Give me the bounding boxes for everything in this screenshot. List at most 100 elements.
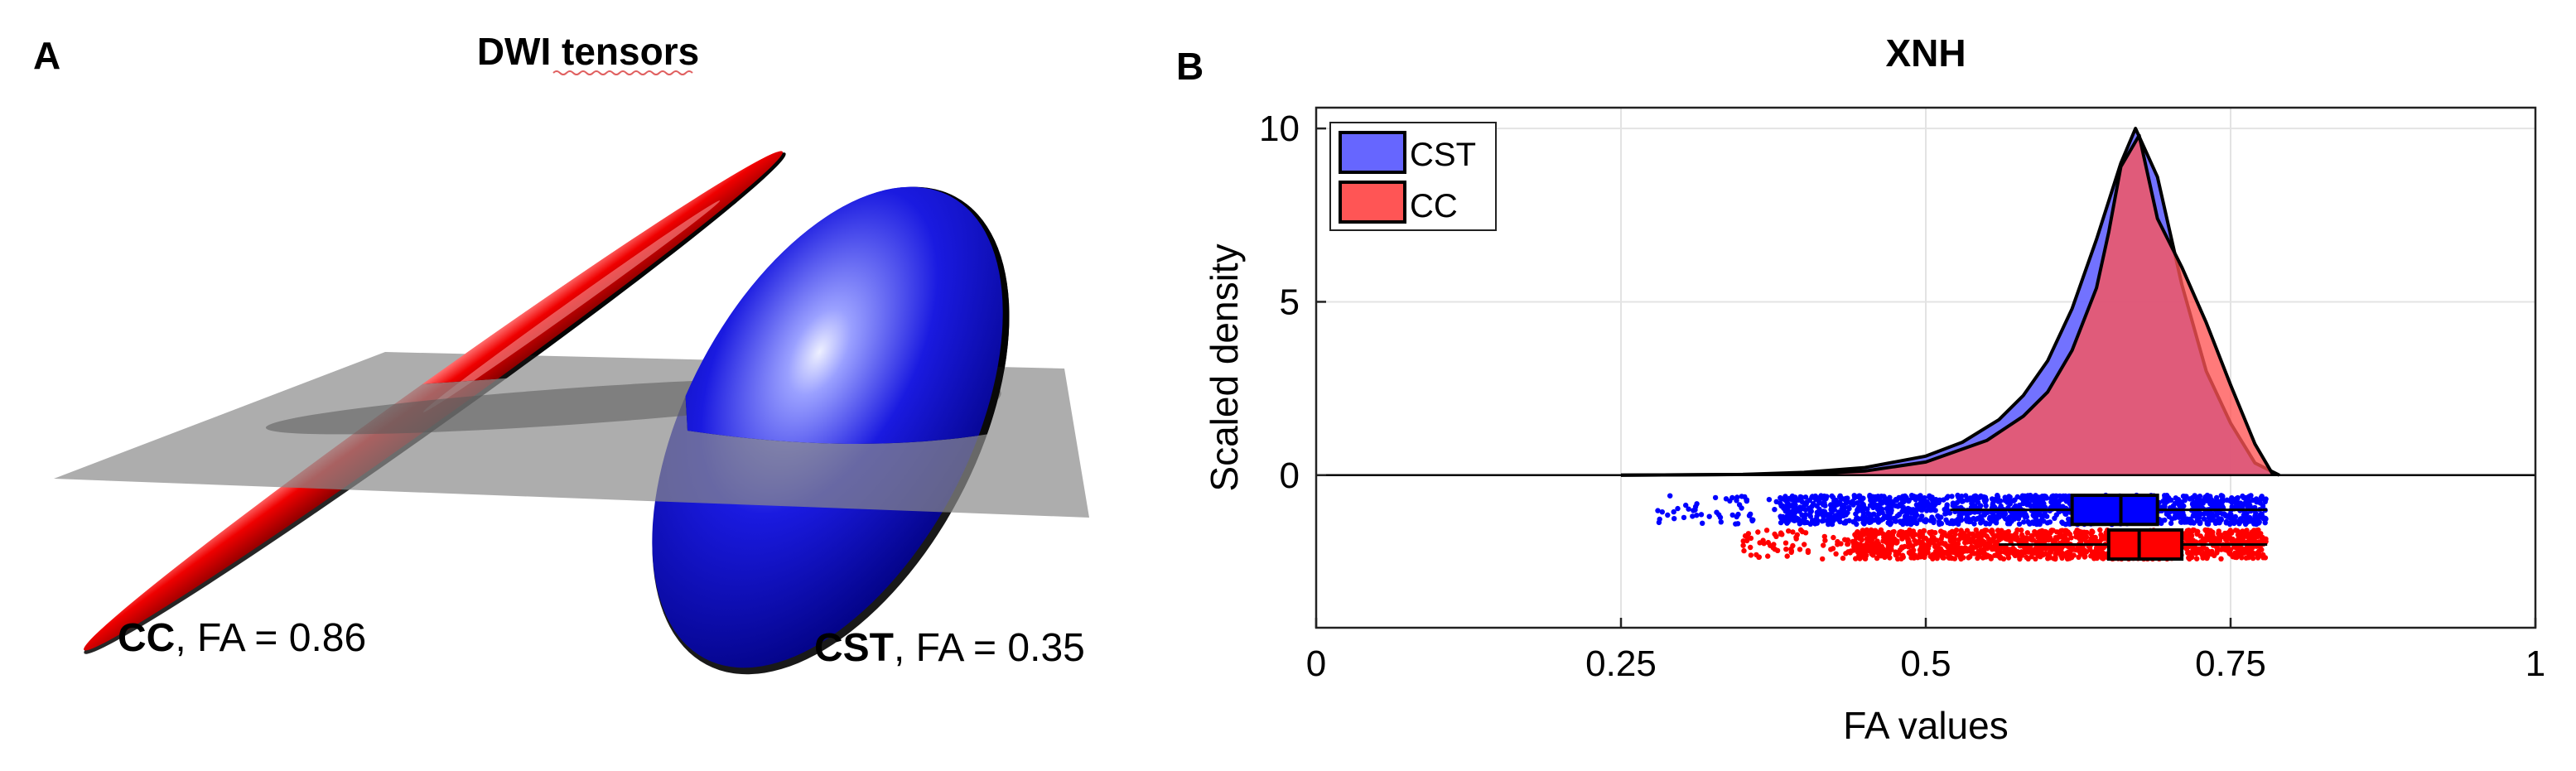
legend-label-cc: CC [1410, 188, 1458, 224]
jitter-dot [1956, 521, 1961, 528]
jitter-dot [2219, 497, 2226, 503]
jitter-dot [2236, 520, 2242, 526]
jitter-dot [1657, 516, 1662, 523]
jitter-dot [1840, 555, 1846, 561]
jitter-dot [1833, 551, 1839, 557]
jitter-dot [1797, 504, 1803, 510]
jitter-dot [1783, 518, 1789, 524]
jitter-dot [1841, 520, 1847, 526]
jitter-dot [2083, 538, 2090, 545]
jitter-dot [1867, 532, 1874, 537]
jitter-dot [1821, 518, 1826, 523]
jitter-dot [1748, 544, 1754, 551]
jitter-dot [1869, 551, 1874, 557]
jitter-dot [1932, 548, 1939, 555]
jitter-dot [1821, 542, 1826, 548]
y-tick-label: 10 [1259, 108, 1300, 149]
jitter-dot [1734, 494, 1740, 500]
jitter-dot [2190, 547, 2196, 553]
jitter-dot [1949, 555, 1955, 561]
jitter-dot [2207, 517, 2214, 523]
x-tick-label: 0.5 [1900, 643, 1951, 684]
jitter-dot [1995, 494, 2001, 500]
jitter-dot [2024, 502, 2030, 508]
jitter-dot [2083, 549, 2089, 555]
jitter-dot [1822, 537, 1828, 543]
y-tick-label: 5 [1280, 282, 1300, 322]
jitter-dot [2028, 547, 2033, 552]
jitter-dot [1938, 528, 1944, 534]
jitter-dot [2185, 550, 2191, 556]
jitter-dot [1706, 513, 1712, 519]
jitter-dot [2003, 516, 2009, 522]
jitter-dot [1802, 520, 1807, 526]
jitter-dot [2256, 539, 2262, 545]
jitter-dot [1972, 493, 1979, 499]
jitter-dot [1966, 555, 1971, 561]
jitter-dot [1817, 511, 1823, 517]
jitter-dot [1845, 509, 1850, 516]
jitter-dot [2043, 494, 2048, 499]
jitter-dot [2223, 518, 2230, 524]
jitter-dot [1828, 515, 1835, 521]
jitter-dot [1659, 509, 1666, 515]
jitter-dot [1932, 543, 1938, 550]
jitter-dot [1812, 493, 1818, 499]
jitter-dot [1859, 516, 1864, 522]
jitter-dot [1946, 510, 1953, 516]
jitter-dot [2250, 550, 2256, 557]
jitter-dot [1964, 513, 1971, 520]
jitter-dot [1665, 512, 1671, 518]
jitter-dot [2186, 519, 2192, 525]
jitter-dot [1872, 502, 1878, 508]
jitter-dot [2031, 513, 2037, 519]
jitter-dot [1908, 521, 1914, 528]
jitter-dot [1739, 505, 1744, 511]
jitter-dot [2014, 534, 2020, 541]
jitter-dot [1945, 519, 1951, 526]
jitter-dot [2009, 518, 2014, 524]
jitter-dot [2243, 555, 2249, 561]
jitter-dot [1923, 508, 1930, 513]
jitter-dot [2054, 550, 2061, 557]
jitter-dot [1913, 502, 1920, 508]
y-axis-label: Scaled density [1203, 243, 1246, 491]
jitter-dot [1820, 556, 1826, 562]
jitter-dot [1988, 543, 1995, 550]
jitter-dot [1916, 506, 1922, 512]
jitter-dot [2243, 514, 2249, 521]
jitter-dot [1913, 497, 1918, 503]
jitter-dot [1840, 504, 1846, 510]
jitter-dot [2019, 549, 2024, 555]
jitter-dot [1814, 518, 1821, 523]
jitter-dot [1949, 494, 1955, 499]
jitter-dot [1782, 540, 1789, 546]
jitter-dot [2190, 513, 2196, 519]
jitter-dot [2050, 538, 2056, 544]
jitter-dot [2241, 530, 2248, 536]
jitter-dot [2210, 532, 2216, 538]
jitter-dot [1975, 555, 1980, 561]
box-iqr [2106, 528, 2184, 561]
jitter-dot [1675, 505, 1681, 512]
jitter-dot [1985, 509, 1990, 516]
jitter-dot [2188, 532, 2195, 539]
jitter-dot [2180, 516, 2187, 523]
jitter-dot [1897, 529, 1903, 535]
jitter-dot [2091, 552, 2097, 559]
jitter-dot [1848, 499, 1854, 506]
jitter-dot [1828, 502, 1834, 508]
jitter-dot [2080, 536, 2086, 542]
jitter-dot [1797, 547, 1803, 552]
jitter-dot [1927, 507, 1933, 513]
jitter-dot [2189, 554, 2195, 561]
jitter-dot [1990, 500, 1996, 507]
jitter-dot [1745, 531, 1752, 537]
jitter-dot [1778, 519, 1784, 526]
jitter-dot [2203, 552, 2209, 558]
jitter-dot [2260, 552, 2266, 558]
jitter-dot [1964, 497, 1971, 503]
jitter-dot [1741, 547, 1747, 554]
jitter-dot [2250, 555, 2256, 561]
jitter-dot [2049, 494, 2055, 499]
